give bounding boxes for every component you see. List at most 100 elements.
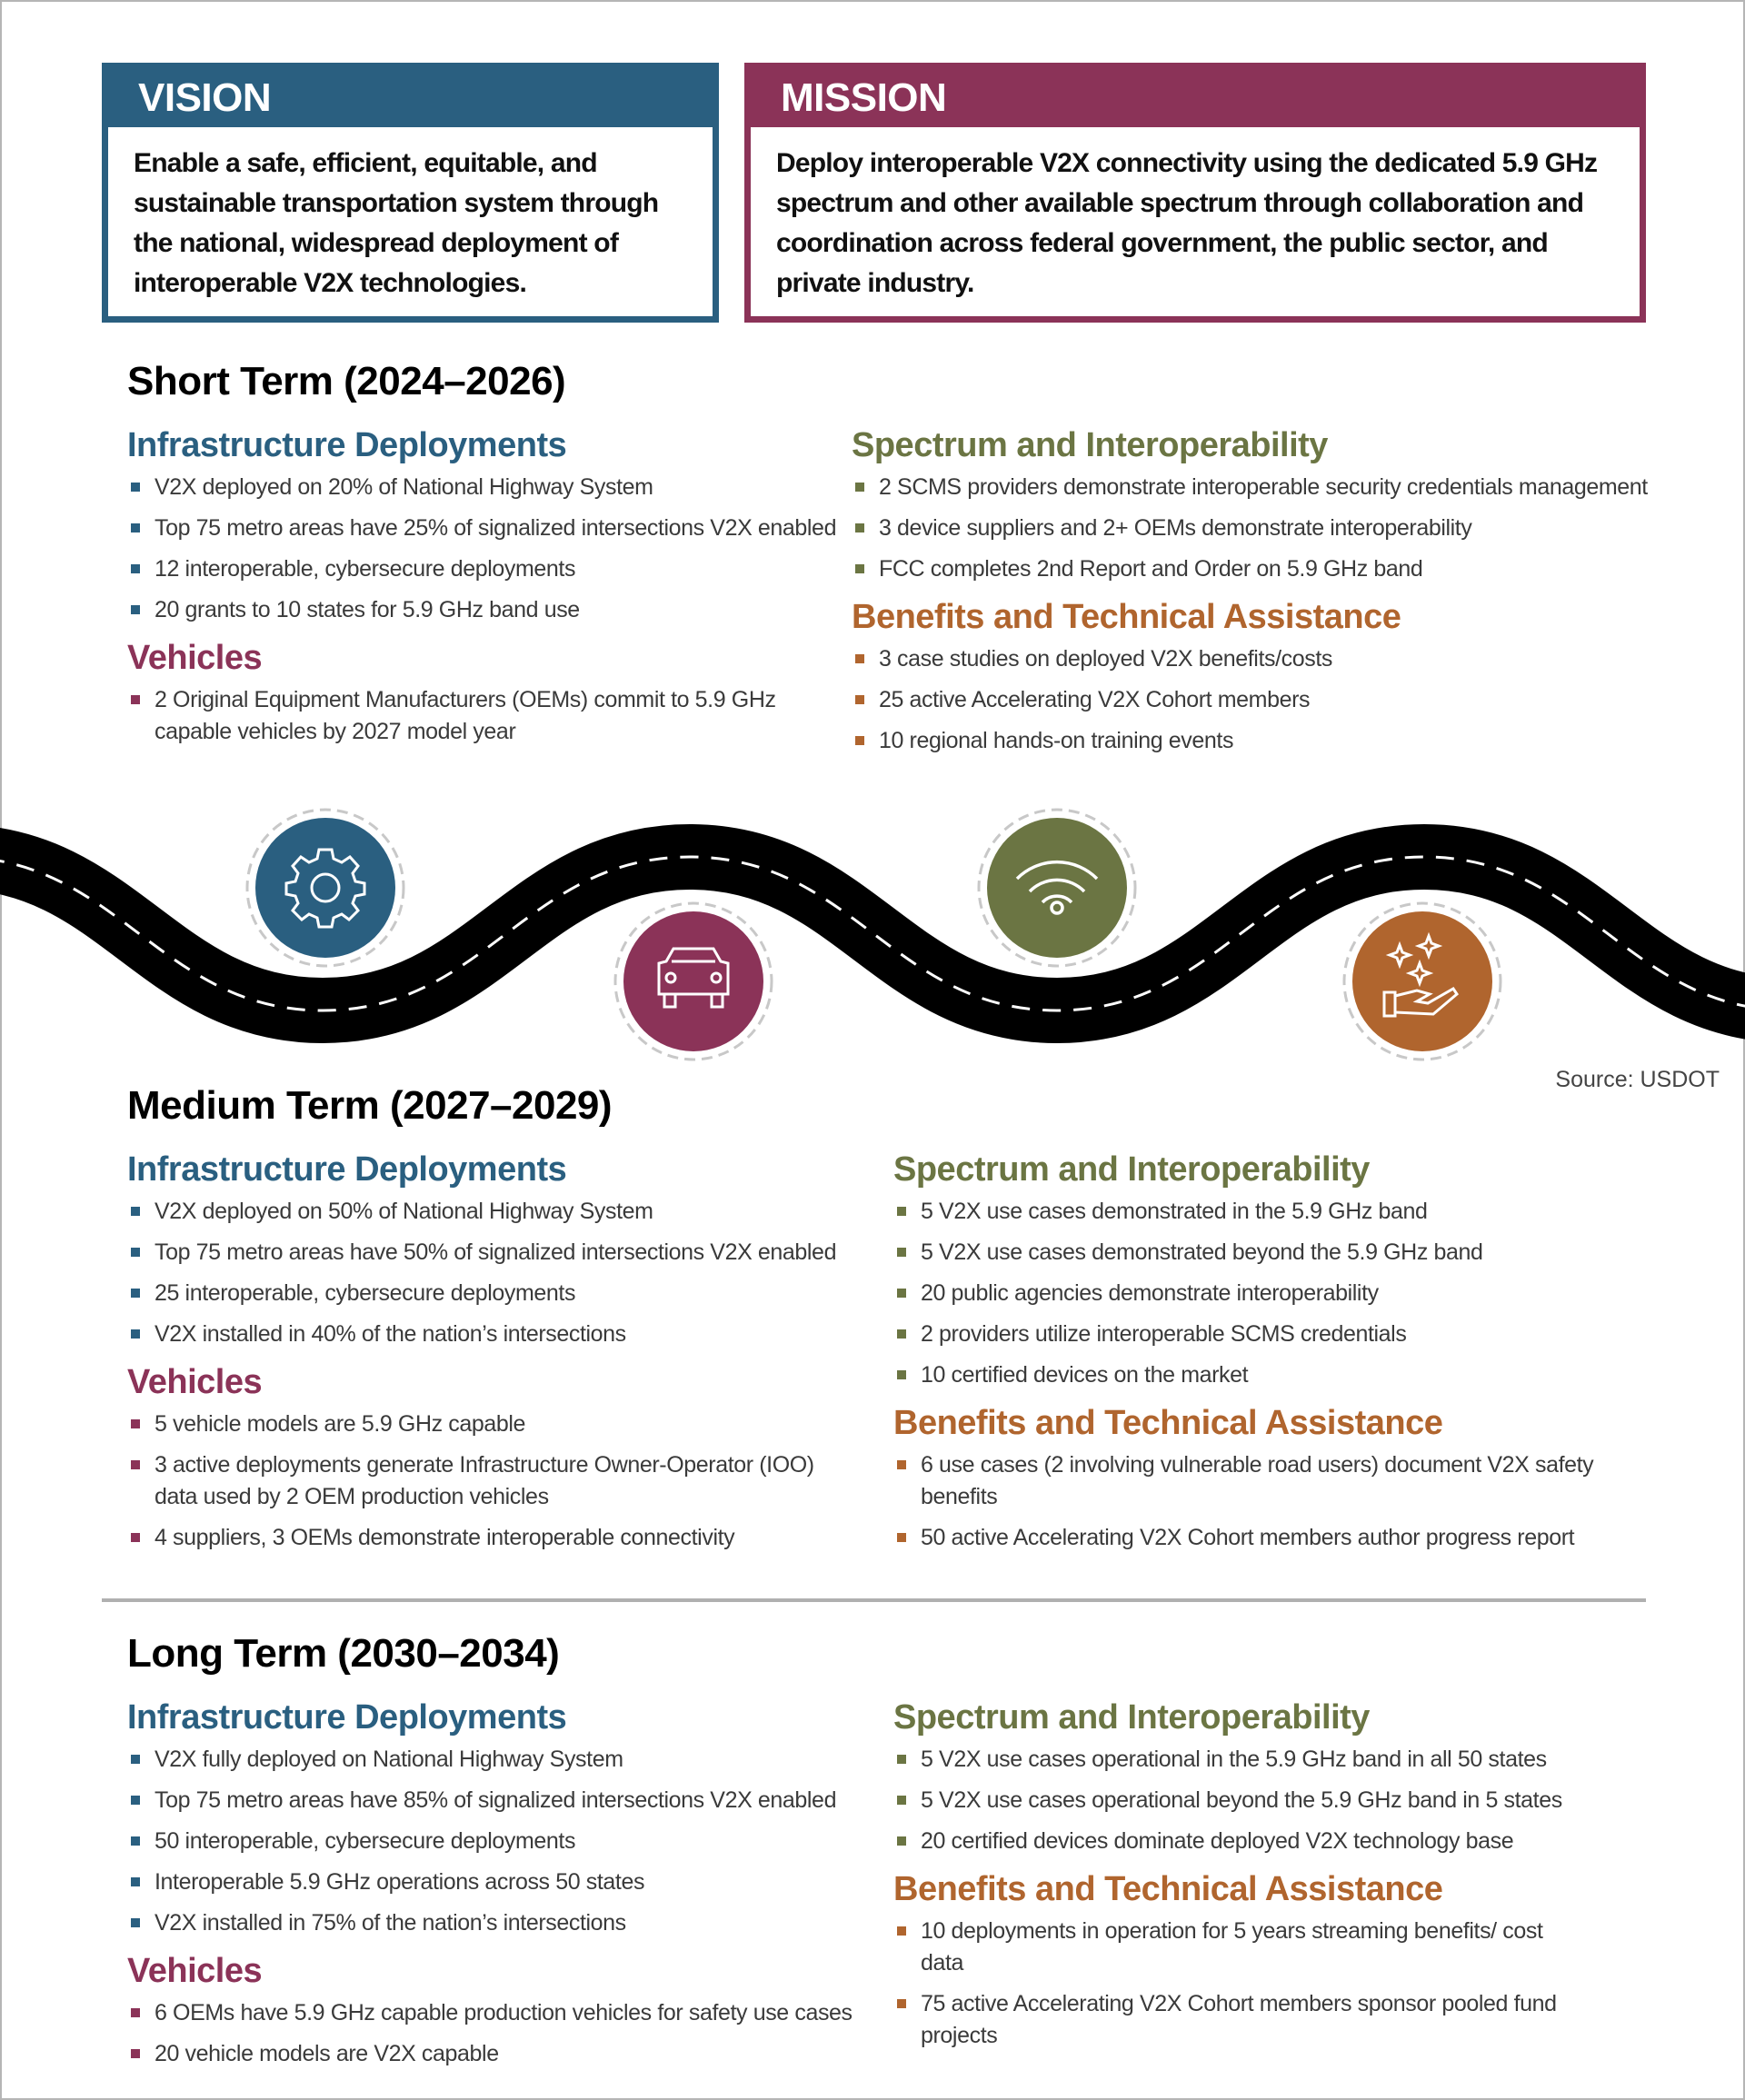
square-bullet-icon xyxy=(131,1329,140,1339)
square-bullet-icon xyxy=(897,1836,906,1846)
list-item-text: V2X fully deployed on National Highway S… xyxy=(155,1747,623,1772)
medium-vehicles-heading: Vehicles xyxy=(127,1363,263,1401)
square-bullet-icon xyxy=(855,736,864,745)
long-term-section: Long Term (2030–2034) Infrastructure Dep… xyxy=(127,1631,1672,2066)
list-item: 6 OEMs have 5.9 GHz capable production v… xyxy=(127,1997,854,2029)
list-item-text: Top 75 metro areas have 85% of signalize… xyxy=(155,1787,837,1813)
list-item: 2 SCMS providers demonstrate interoperab… xyxy=(852,472,1670,503)
list-item: V2X deployed on 20% of National Highway … xyxy=(127,472,845,503)
square-bullet-icon xyxy=(897,1207,906,1216)
vision-box: VISION Enable a safe, efficient, equitab… xyxy=(102,63,719,323)
square-bullet-icon xyxy=(131,1877,140,1886)
square-bullet-icon xyxy=(131,1918,140,1927)
list-item: 10 regional hands-on training events xyxy=(852,725,1670,757)
list-item: 5 V2X use cases operational in the 5.9 G… xyxy=(893,1744,1566,1776)
medium-term-title: Medium Term (2027–2029) xyxy=(127,1083,613,1128)
long-vehicles-heading: Vehicles xyxy=(127,1952,263,1990)
square-bullet-icon xyxy=(897,1329,906,1339)
square-bullet-icon xyxy=(897,1289,906,1298)
list-item-text: 10 deployments in operation for 5 years … xyxy=(921,1918,1543,1976)
medium-term-section: Medium Term (2027–2029) Infrastructure D… xyxy=(127,1083,1672,1550)
list-item-text: 20 grants to 10 states for 5.9 GHz band … xyxy=(155,597,580,622)
list-item: V2X deployed on 50% of National Highway … xyxy=(127,1196,854,1228)
gear-icon xyxy=(245,808,405,968)
list-item: V2X installed in 75% of the nation’s int… xyxy=(127,1907,854,1939)
list-item: 20 grants to 10 states for 5.9 GHz band … xyxy=(127,594,845,626)
short-vehicles-heading: Vehicles xyxy=(127,639,263,677)
short-right-column: Spectrum and Interoperability 2 SCMS pro… xyxy=(852,423,1670,766)
list-item-text: 25 active Accelerating V2X Cohort member… xyxy=(879,687,1311,712)
mission-box: MISSION Deploy interoperable V2X connect… xyxy=(744,63,1646,323)
list-item-text: 3 device suppliers and 2+ OEMs demonstra… xyxy=(879,515,1472,541)
list-item-text: Top 75 metro areas have 50% of signalize… xyxy=(155,1239,837,1265)
square-bullet-icon xyxy=(897,1796,906,1805)
square-bullet-icon xyxy=(131,1207,140,1216)
list-item: 5 V2X use cases demonstrated beyond the … xyxy=(893,1237,1639,1269)
square-bullet-icon xyxy=(131,605,140,614)
list-item-text: 4 suppliers, 3 OEMs demonstrate interope… xyxy=(155,1525,735,1550)
list-item: 20 vehicle models are V2X capable xyxy=(127,2038,854,2070)
square-bullet-icon xyxy=(131,2049,140,2058)
list-item-text: 10 regional hands-on training events xyxy=(879,728,1234,753)
square-bullet-icon xyxy=(131,523,140,532)
source-credit: Source: USDOT xyxy=(1555,1067,1720,1092)
list-item: 5 vehicle models are 5.9 GHz capable xyxy=(127,1408,854,1440)
mission-text: Deploy interoperable V2X connectivity us… xyxy=(751,127,1640,316)
square-bullet-icon xyxy=(855,695,864,704)
list-item-text: 50 interoperable, cybersecure deployment… xyxy=(155,1828,576,1854)
list-item-text: V2X installed in 40% of the nation’s int… xyxy=(155,1321,626,1347)
long-benefits-heading: Benefits and Technical Assistance xyxy=(893,1870,1443,1908)
list-item-text: 5 V2X use cases demonstrated in the 5.9 … xyxy=(921,1199,1428,1224)
square-bullet-icon xyxy=(897,1248,906,1257)
long-spectrum-list: 5 V2X use cases operational in the 5.9 G… xyxy=(893,1744,1566,1857)
list-item-text: Top 75 metro areas have 25% of signalize… xyxy=(155,515,837,541)
long-term-title: Long Term (2030–2034) xyxy=(127,1631,560,1676)
mission-title: MISSION xyxy=(781,75,947,120)
car-icon xyxy=(613,901,773,1061)
square-bullet-icon xyxy=(855,523,864,532)
list-item: Top 75 metro areas have 50% of signalize… xyxy=(127,1237,854,1269)
square-bullet-icon xyxy=(131,1533,140,1542)
road-center-line xyxy=(0,855,1745,1012)
long-spectrum-heading: Spectrum and Interoperability xyxy=(893,1698,1370,1737)
square-bullet-icon xyxy=(131,1836,140,1846)
list-item-text: 3 case studies on deployed V2X benefits/… xyxy=(879,646,1332,672)
list-item-text: 5 V2X use cases operational beyond the 5… xyxy=(921,1787,1562,1813)
list-item-text: 20 certified devices dominate deployed V… xyxy=(921,1828,1514,1854)
list-item: 75 active Accelerating V2X Cohort member… xyxy=(893,1988,1566,2052)
list-item: FCC completes 2nd Report and Order on 5.… xyxy=(852,553,1670,585)
list-item-text: Interoperable 5.9 GHz operations across … xyxy=(155,1869,645,1895)
short-spectrum-heading: Spectrum and Interoperability xyxy=(852,426,1328,464)
list-item-text: V2X deployed on 50% of National Highway … xyxy=(155,1199,653,1224)
list-item: Top 75 metro areas have 25% of signalize… xyxy=(127,513,845,544)
medium-vehicles-list: 5 vehicle models are 5.9 GHz capable 3 ac… xyxy=(127,1408,854,1554)
list-item: 25 interoperable, cybersecure deployment… xyxy=(127,1278,854,1309)
wifi-icon xyxy=(977,808,1137,968)
list-item-text: 75 active Accelerating V2X Cohort member… xyxy=(921,1991,1557,2048)
list-item: 25 active Accelerating V2X Cohort member… xyxy=(852,684,1670,716)
list-item: 20 certified devices dominate deployed V… xyxy=(893,1826,1566,1857)
square-bullet-icon xyxy=(897,1926,906,1936)
square-bullet-icon xyxy=(897,1460,906,1469)
square-bullet-icon xyxy=(131,1796,140,1805)
short-term-section: Short Term (2024–2026) Infrastructure De… xyxy=(127,359,1672,753)
square-bullet-icon xyxy=(855,564,864,573)
short-left-column: Infrastructure Deployments V2X deployed … xyxy=(127,423,845,757)
list-item-text: 20 public agencies demonstrate interoper… xyxy=(921,1280,1379,1306)
list-item-text: V2X installed in 75% of the nation’s int… xyxy=(155,1910,626,1936)
list-item-text: FCC completes 2nd Report and Order on 5.… xyxy=(879,556,1423,582)
square-bullet-icon xyxy=(897,1999,906,2008)
list-item-text: 5 V2X use cases operational in the 5.9 G… xyxy=(921,1747,1547,1772)
square-bullet-icon xyxy=(131,2008,140,2017)
medium-spectrum-heading: Spectrum and Interoperability xyxy=(893,1150,1370,1189)
list-item-text: 10 certified devices on the market xyxy=(921,1362,1249,1388)
section-divider xyxy=(102,1598,1646,1602)
square-bullet-icon xyxy=(131,1248,140,1257)
short-benefits-heading: Benefits and Technical Assistance xyxy=(852,598,1401,636)
list-item: 50 interoperable, cybersecure deployment… xyxy=(127,1826,854,1857)
list-item: 4 suppliers, 3 OEMs demonstrate interope… xyxy=(127,1522,854,1554)
list-item: 2 providers utilize interoperable SCMS c… xyxy=(893,1319,1639,1350)
list-item: Interoperable 5.9 GHz operations across … xyxy=(127,1866,854,1898)
hand-sparkles-icon xyxy=(1342,901,1502,1061)
list-item-text: 5 V2X use cases demonstrated beyond the … xyxy=(921,1239,1483,1265)
